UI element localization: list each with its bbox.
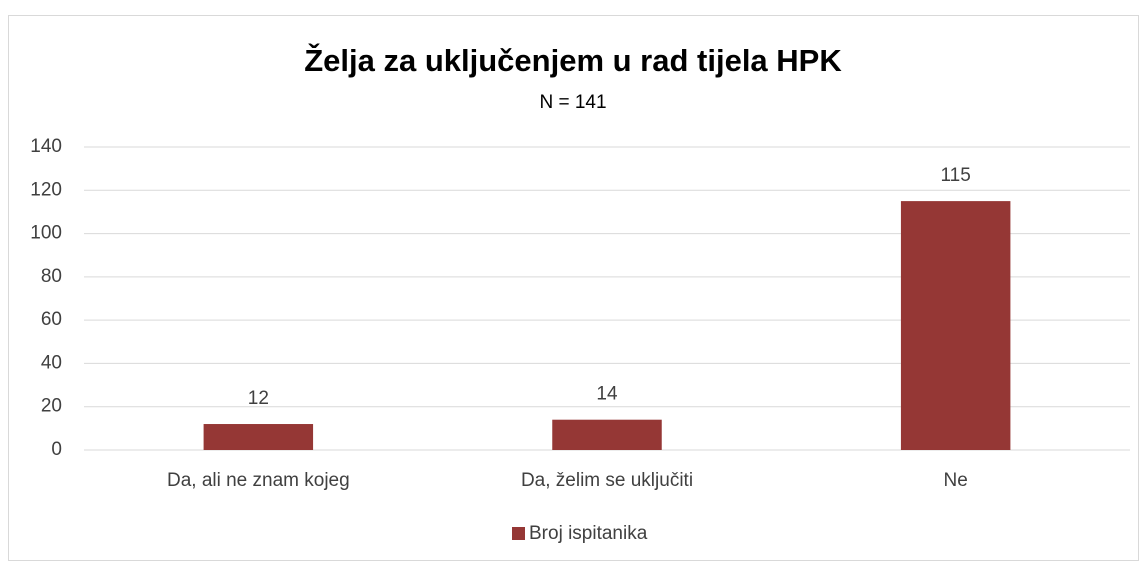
legend-label: Broj ispitanika — [529, 523, 648, 544]
x-tick-label: Ne — [944, 470, 968, 491]
x-tick-label: Da, ali ne znam kojeg — [167, 470, 350, 491]
y-tick-label: 60 — [41, 309, 62, 330]
bar — [203, 424, 314, 450]
y-tick-label: 80 — [41, 266, 62, 287]
y-tick-label: 140 — [30, 136, 62, 157]
data-label: 14 — [596, 384, 618, 405]
data-label: 115 — [941, 165, 971, 186]
y-tick-label: 40 — [41, 352, 62, 373]
y-tick-label: 100 — [30, 223, 62, 244]
chart-title: Želja za uključenjem u rad tijela HPK — [304, 42, 842, 78]
bar — [552, 419, 662, 450]
y-tick-label: 20 — [41, 396, 62, 417]
y-tick-label: 0 — [51, 439, 62, 460]
bar — [900, 201, 1011, 450]
x-tick-label: Da, želim se uključiti — [521, 470, 693, 491]
data-label: 12 — [248, 388, 269, 409]
chart-subtitle: N = 141 — [539, 92, 606, 113]
y-tick-label: 120 — [30, 179, 62, 200]
legend-swatch — [512, 527, 525, 540]
